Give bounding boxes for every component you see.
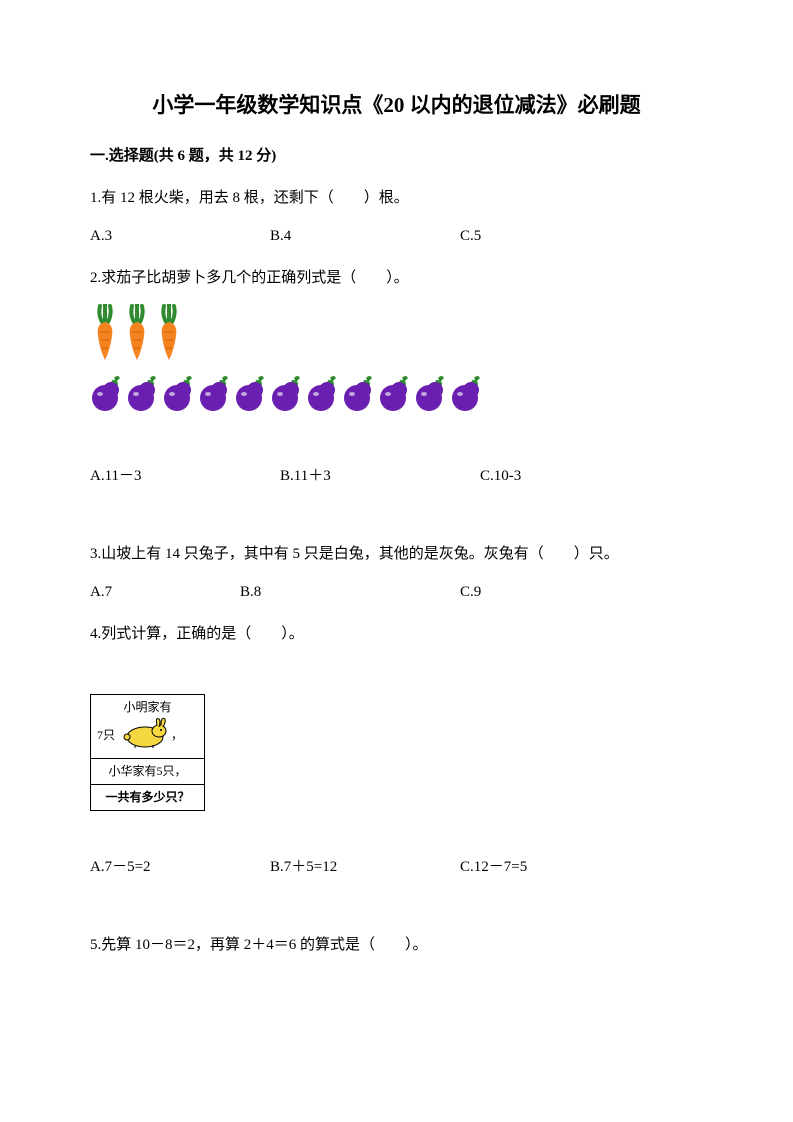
q3-option-b: B.8 xyxy=(240,580,460,604)
eggplant-icon xyxy=(270,374,304,414)
question-5: 5.先算 10－8＝2，再算 2＋4＝6 的算式是（ ）。 xyxy=(90,933,703,957)
q2-options: A.11－3 B.11＋3 C.10-3 xyxy=(90,464,703,488)
q4-box-line2: 小华家有5只， xyxy=(91,759,204,785)
eggplant-icon xyxy=(450,374,484,414)
q2-option-c: C.10-3 xyxy=(480,464,580,488)
q4-box: 小明家有 7只 ， 小华家有5只， 一共有多少只？ xyxy=(90,694,205,812)
q1-options: A.3 B.4 C.5 xyxy=(90,224,703,248)
question-2: 2.求茄子比胡萝卜多几个的正确列式是（ ）。 xyxy=(90,266,703,488)
carrot-icon xyxy=(90,304,120,362)
q1-option-b: B.4 xyxy=(270,224,460,248)
page-title: 小学一年级数学知识点《20 以内的退位减法》必刷题 xyxy=(90,90,703,122)
q3-option-a: A.7 xyxy=(90,580,240,604)
q2-image xyxy=(90,304,703,422)
question-4: 4.列式计算，正确的是（ ）。 小明家有 7只 ， 小华家有5只， 一共有多少只… xyxy=(90,622,703,880)
rabbit-shape-icon xyxy=(117,717,169,749)
eggplant-icon xyxy=(90,374,124,414)
eggplant-row xyxy=(90,374,703,422)
rabbit-icon xyxy=(117,717,169,755)
question-1: 1.有 12 根火柴，用去 8 根，还剩下（ ）根。 A.3 B.4 C.5 xyxy=(90,186,703,248)
q4-box-comma: ， xyxy=(171,726,183,745)
eggplant-icon xyxy=(198,374,232,414)
eggplant-icon xyxy=(162,374,196,414)
q3-text: 3.山坡上有 14 只兔子，其中有 5 只是白兔，其他的是灰兔。灰兔有（ ）只。 xyxy=(90,542,703,566)
q4-text: 4.列式计算，正确的是（ ）。 xyxy=(90,622,703,646)
q4-option-c: C.12－7=5 xyxy=(460,855,560,879)
q2-text: 2.求茄子比胡萝卜多几个的正确列式是（ ）。 xyxy=(90,266,703,290)
q1-option-a: A.3 xyxy=(90,224,270,248)
eggplant-icon xyxy=(306,374,340,414)
q4-box-line1: 小明家有 xyxy=(93,698,202,717)
q4-box-line3: 一共有多少只？ xyxy=(91,785,204,810)
carrot-row xyxy=(90,304,703,370)
q1-option-c: C.5 xyxy=(460,224,560,248)
q4-option-b: B.7＋5=12 xyxy=(270,855,460,879)
eggplant-icon xyxy=(378,374,412,414)
q4-option-a: A.7－5=2 xyxy=(90,855,270,879)
q5-text: 5.先算 10－8＝2，再算 2＋4＝6 的算式是（ ）。 xyxy=(90,933,703,957)
carrot-icon xyxy=(122,304,152,362)
eggplant-icon xyxy=(342,374,376,414)
q3-option-c: C.9 xyxy=(460,580,560,604)
q3-options: A.7 B.8 C.9 xyxy=(90,580,703,604)
q4-options: A.7－5=2 B.7＋5=12 C.12－7=5 xyxy=(90,855,703,879)
eggplant-icon xyxy=(126,374,160,414)
q1-text: 1.有 12 根火柴，用去 8 根，还剩下（ ）根。 xyxy=(90,186,703,210)
question-3: 3.山坡上有 14 只兔子，其中有 5 只是白兔，其他的是灰兔。灰兔有（ ）只。… xyxy=(90,542,703,604)
eggplant-icon xyxy=(414,374,448,414)
q4-box-line1b: 7只 xyxy=(97,726,115,745)
q2-option-b: B.11＋3 xyxy=(280,464,480,488)
section-header: 一.选择题(共 6 题，共 12 分) xyxy=(90,144,703,168)
q2-option-a: A.11－3 xyxy=(90,464,280,488)
carrot-icon xyxy=(154,304,184,362)
eggplant-icon xyxy=(234,374,268,414)
